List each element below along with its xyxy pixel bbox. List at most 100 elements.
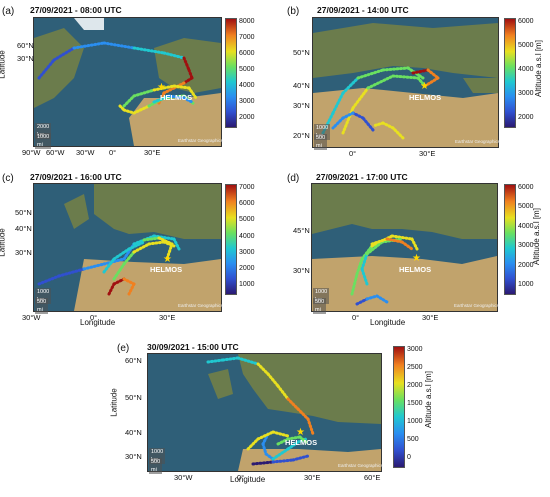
map-credit: Earthstar Geographics (178, 303, 224, 308)
x-tick-label: 90°W (22, 148, 41, 157)
y-tick-label: 45°N (293, 226, 310, 235)
map-credit: Earthstar Geographics (178, 138, 224, 143)
land-mass-0 (313, 23, 498, 78)
trajectory-segment (271, 430, 290, 438)
trajectory-segment (112, 262, 126, 281)
trajectory-4 (142, 236, 174, 261)
trajectory-segment (187, 86, 198, 100)
panel-title: 27/09/2021 - 16:00 UTC (30, 172, 122, 182)
colorbar-tick-label: 6000 (518, 18, 534, 25)
trajectory-segment (365, 240, 384, 256)
colorbar-tick-label: 4000 (518, 222, 534, 230)
trajectory-segment (152, 234, 176, 241)
trajectory-segment (122, 94, 136, 108)
colorbar-tick-label: 5000 (239, 66, 255, 73)
trajectory-2 (246, 430, 290, 451)
x-tick-label: 0° (349, 149, 357, 158)
x-tick-label: 30°W (76, 148, 95, 157)
trajectory-segment (246, 437, 260, 451)
trajectory-segment (341, 76, 360, 95)
station-label: HELMOS (399, 265, 432, 274)
land-mass-2 (64, 194, 89, 229)
trajectory-segment (341, 111, 355, 120)
trajectory-segment (172, 237, 181, 251)
colorbar-tick-label: 2000 (407, 382, 423, 389)
trajectory-3 (371, 121, 405, 140)
trajectory-3 (370, 237, 414, 251)
colorbar-tick-label: 5000 (239, 216, 255, 224)
y-tick-label: 30°N (125, 452, 142, 461)
x-tick-label: 30°E (144, 148, 161, 157)
trajectory-2 (355, 294, 389, 306)
trajectory-2 (331, 111, 375, 132)
altitude-colorbar (504, 184, 516, 295)
x-tick-label: 0° (109, 148, 117, 157)
trajectory-segment (152, 94, 171, 104)
colorbar-tick-label: 2000 (239, 114, 255, 121)
land-mass-0 (94, 184, 221, 239)
trajectory-segment (286, 440, 300, 451)
trajectory-segment (390, 234, 414, 241)
map-canvas: ★ (34, 184, 221, 311)
panel-label: (a) (2, 6, 15, 17)
trajectory-segment (261, 442, 268, 456)
colorbar-tick-label: 2000 (239, 264, 255, 272)
colorbar-tick-label: 6000 (239, 50, 255, 57)
y-tick-label: 30°N (293, 266, 310, 275)
panel-label: (b) (287, 6, 300, 17)
x-tick-label: 0° (237, 473, 245, 482)
panel-label: (e) (117, 343, 130, 354)
map-credit: Earthstar Geographics (454, 303, 500, 308)
trajectory-segment (416, 76, 427, 88)
map-credit: Earthstar Geographics (338, 463, 384, 468)
trajectory-segment (132, 242, 151, 254)
trajectory-segment (127, 240, 146, 251)
trajectory-segment (306, 417, 315, 436)
colorbar-tick-label: 7000 (239, 34, 255, 41)
trajectory-segment (286, 435, 302, 441)
colorbar-tick-label: 6000 (518, 184, 534, 191)
x-tick-label: 0° (90, 313, 98, 322)
trajectory-segment (142, 236, 161, 242)
trajectory-segment (127, 282, 136, 296)
trajectory-segment (132, 104, 151, 115)
trajectory-segment (37, 274, 61, 286)
colorbar-tick-label: 500 (407, 436, 419, 443)
trajectory-segment (298, 435, 308, 444)
trajectory-segment (162, 86, 176, 95)
land-mass-0 (312, 184, 497, 239)
station-label: HELMOS (409, 93, 442, 102)
colorbar-label: Altitude a.s.l [m] (533, 40, 543, 97)
map-canvas: ★ (312, 184, 497, 311)
land-mass-2 (463, 78, 498, 93)
station-star-icon: ★ (412, 253, 421, 264)
colorbar-tick-label: 5000 (518, 203, 534, 211)
station-star-icon: ★ (157, 82, 166, 93)
trajectory-segment (57, 267, 86, 278)
scale-bar-mi: 500 mi (149, 458, 163, 474)
scale-bar-mi: 1000 mi (35, 133, 52, 149)
panel-label: (c) (2, 173, 14, 184)
trajectory-0 (206, 356, 315, 436)
trajectory-segment (182, 56, 191, 72)
trajectory-segment (112, 247, 131, 261)
colorbar-tick-label: 3000 (407, 346, 423, 353)
x-tick-label: 30°W (22, 313, 41, 322)
trajectory-segment (385, 237, 404, 244)
trajectory-segment (162, 51, 186, 60)
trajectory-segment (167, 94, 186, 100)
trajectory-segment (365, 294, 379, 301)
station-star-icon: ★ (296, 427, 305, 438)
trajectory-segment (351, 111, 365, 120)
trajectory-segment (122, 250, 136, 266)
y-tick-label: 40°N (293, 81, 310, 90)
colorbar-tick-label: 2500 (407, 364, 423, 371)
station-star-icon: ★ (420, 81, 429, 92)
trajectory-map: ★ (33, 17, 222, 147)
trajectory-segment (366, 74, 395, 90)
panel-title: 27/09/2021 - 17:00 UTC (316, 172, 408, 182)
land-mass-1 (74, 259, 221, 311)
x-axis-label: Longitude (80, 318, 116, 327)
trajectory-segment (107, 282, 116, 296)
trajectory-segment (360, 267, 369, 286)
